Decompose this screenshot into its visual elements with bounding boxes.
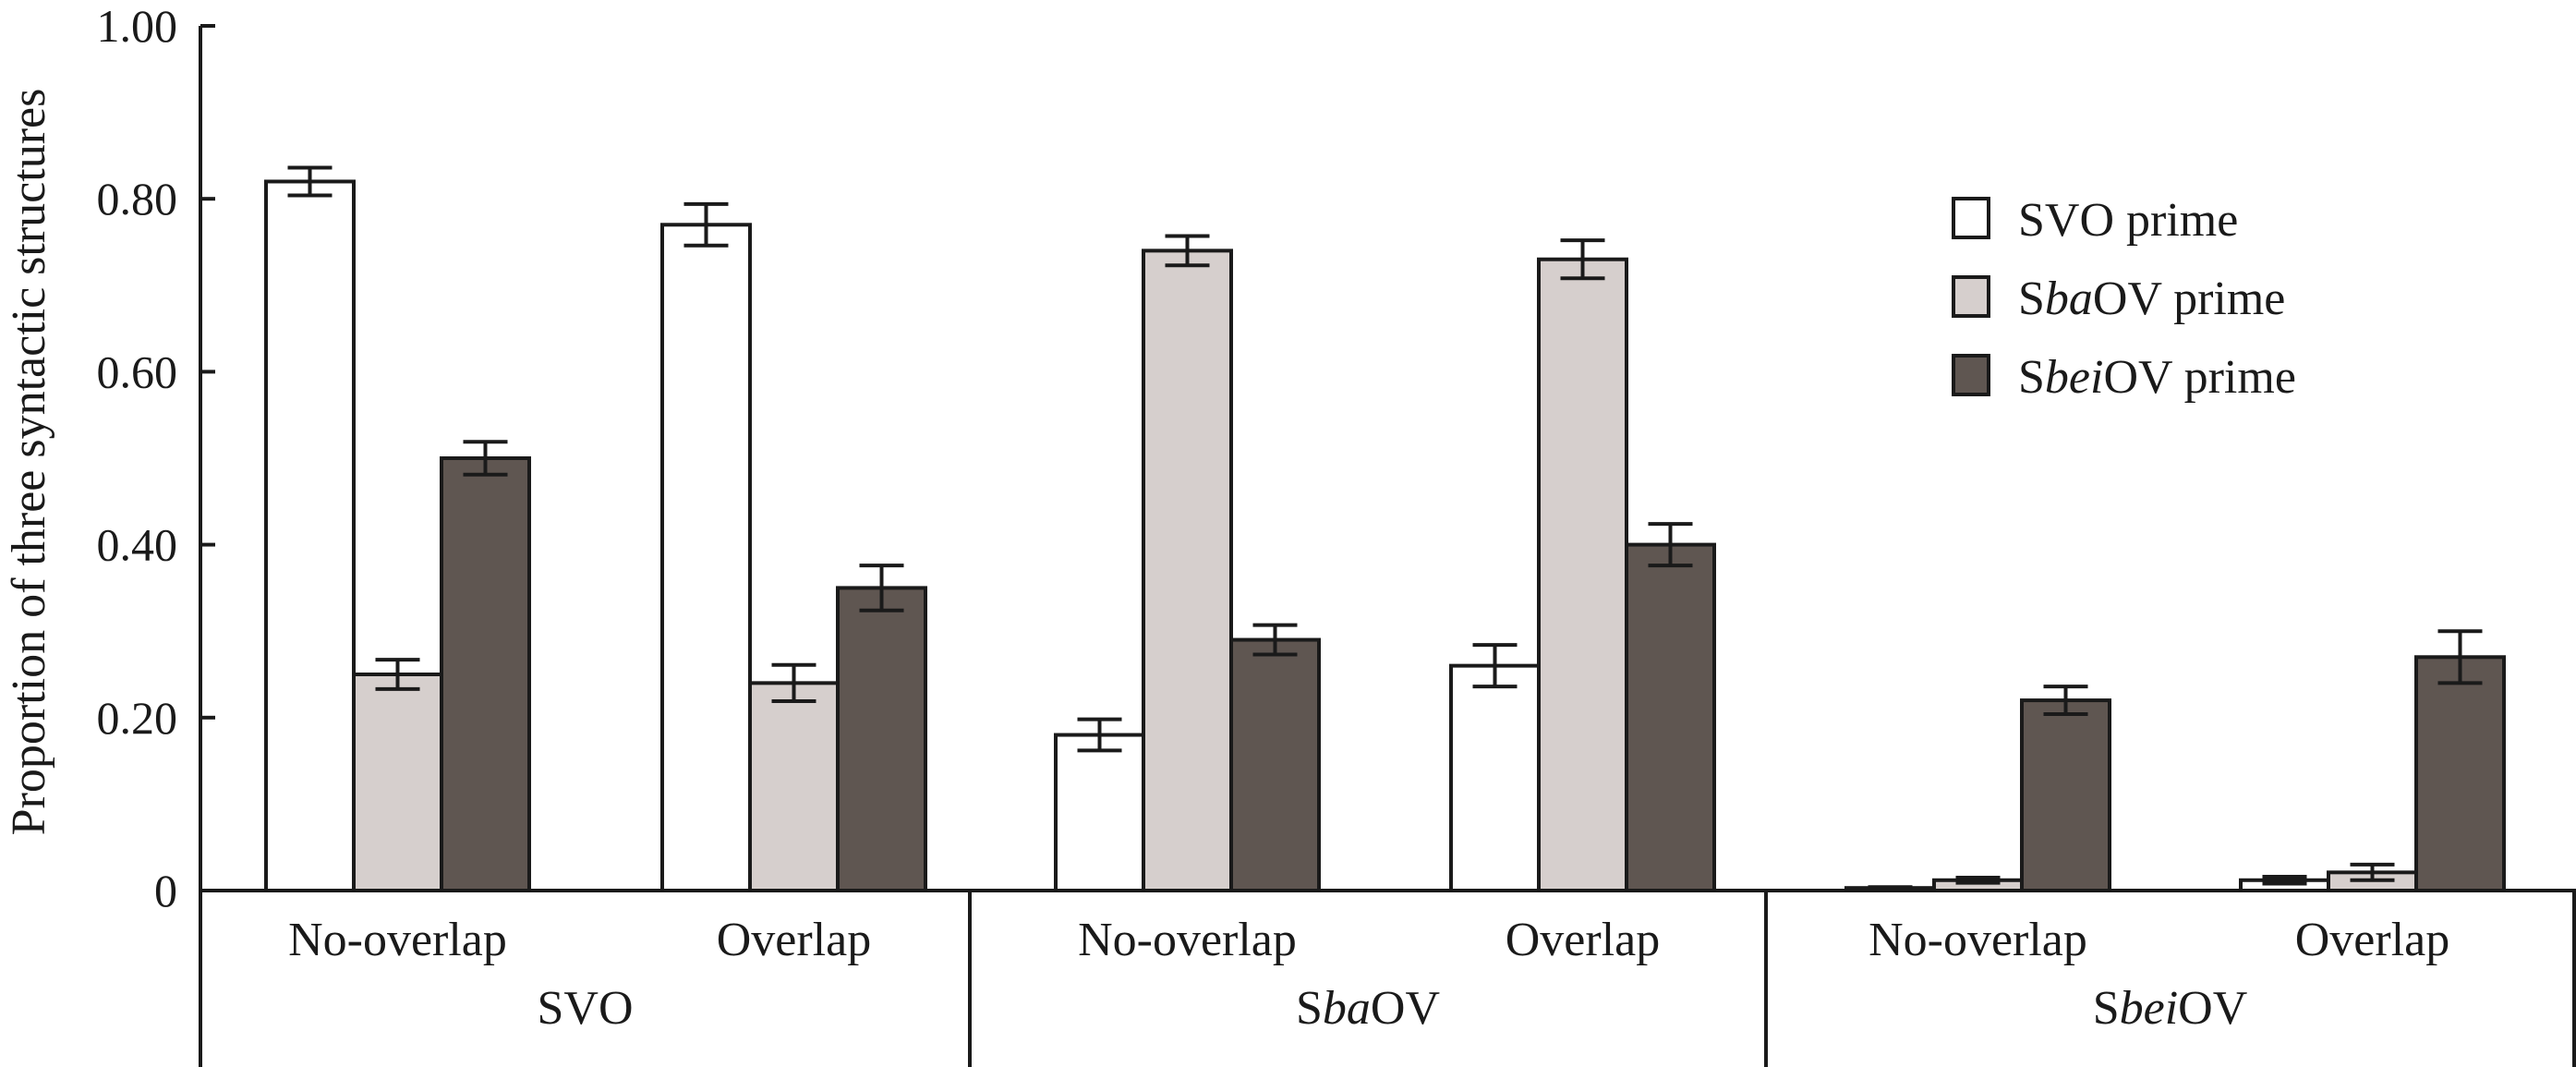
error-bar	[2043, 685, 2088, 717]
legend-swatch	[1952, 354, 1990, 396]
error-bar	[1472, 643, 1518, 689]
error-bar	[2437, 629, 2483, 685]
x-group-label: SbaOV	[1296, 982, 1440, 1035]
bar	[440, 456, 531, 892]
error-bar	[463, 440, 508, 477]
x-tick-label: No-overlap	[1869, 914, 2087, 966]
bar	[2020, 698, 2111, 893]
bar	[2414, 655, 2506, 893]
error-bar	[1955, 875, 2001, 885]
y-axis-label: Proportion of three syntactic structures	[3, 89, 55, 836]
x-tick-label: Overlap	[1506, 914, 1660, 966]
bar	[1229, 637, 1321, 892]
error-bar	[1560, 238, 1605, 281]
bar	[660, 223, 752, 892]
error-bar	[1077, 717, 1122, 753]
error-bar	[2262, 875, 2307, 886]
x-tick-label: No-overlap	[288, 914, 507, 966]
legend-item: SVO prime	[1952, 194, 2238, 247]
y-tick-label: 0.60	[97, 346, 178, 397]
bars	[264, 165, 2506, 893]
y-tick-label: 0.40	[97, 519, 178, 571]
y-tick-label: 0	[154, 865, 177, 916]
x-tick-label: Overlap	[717, 914, 871, 966]
x-group-label: SVO	[537, 982, 633, 1035]
bar	[1449, 663, 1541, 893]
error-bar	[1868, 885, 1913, 891]
y-tick-label: 1.00	[97, 0, 178, 52]
error-bar	[2350, 862, 2395, 882]
x-tick-label: Overlap	[2295, 914, 2449, 966]
bar	[748, 681, 840, 892]
bar	[352, 673, 443, 892]
legend-item: SbaOV prime	[1952, 273, 2285, 325]
bar	[1537, 257, 1628, 893]
bar	[836, 586, 927, 893]
error-bar	[375, 658, 420, 691]
legend-label: SbeiOV prime	[2018, 351, 2296, 404]
legend-swatch	[1952, 197, 1990, 239]
error-bar	[859, 564, 904, 612]
error-bar	[1648, 522, 1693, 568]
bar	[1625, 542, 1716, 892]
legend-swatch	[1952, 275, 1990, 318]
y-tick-label: 0.20	[97, 692, 178, 744]
legend-label: SbaOV prime	[2018, 273, 2285, 325]
error-bar	[1165, 234, 1210, 268]
bar	[1142, 249, 1233, 892]
error-bar	[771, 662, 816, 704]
x-group-label: SbeiOV	[2093, 982, 2248, 1035]
error-bar	[287, 165, 333, 198]
y-tick-label: 0.80	[97, 173, 178, 224]
legend-label: SVO prime	[2018, 194, 2238, 247]
y-axis: 0 0.20 0.40 0.60 0.80 1.00	[97, 0, 215, 916]
legend-item: SbeiOV prime	[1952, 351, 2296, 404]
error-bar	[683, 201, 729, 248]
x-tick-label: No-overlap	[1078, 914, 1297, 966]
legend: SVO prime SbaOV prime SbeiOV prime	[1952, 194, 2296, 404]
error-bar	[1252, 623, 1298, 657]
bar	[264, 179, 356, 893]
x-axis: No-overlap Overlap SVO No-overlap Overlap Sba…	[199, 889, 2576, 1067]
bar	[1054, 733, 1145, 893]
